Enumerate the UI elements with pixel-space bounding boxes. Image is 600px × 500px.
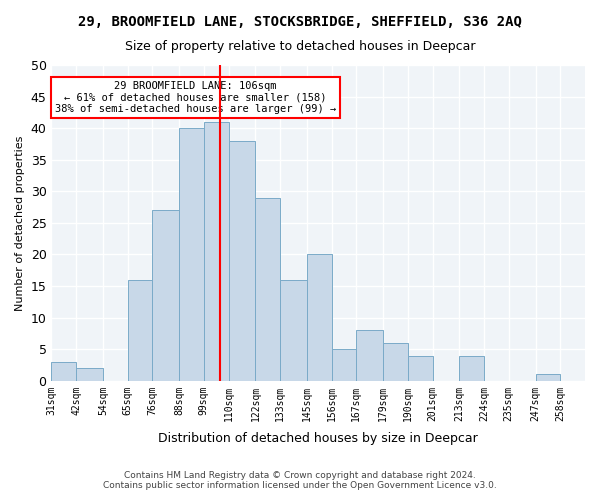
Bar	[460, 356, 484, 381]
Text: 29, BROOMFIELD LANE, STOCKSBRIDGE, SHEFFIELD, S36 2AQ: 29, BROOMFIELD LANE, STOCKSBRIDGE, SHEFF…	[78, 15, 522, 29]
Bar	[307, 254, 332, 381]
Bar	[52, 362, 76, 381]
Bar	[204, 122, 229, 381]
X-axis label: Distribution of detached houses by size in Deepcar: Distribution of detached houses by size …	[158, 432, 478, 445]
Bar	[152, 210, 179, 381]
Bar	[332, 349, 356, 381]
Bar	[229, 141, 256, 381]
Bar	[128, 280, 152, 381]
Bar	[356, 330, 383, 381]
Bar	[408, 356, 433, 381]
Bar	[536, 374, 560, 381]
Bar	[383, 343, 408, 381]
Text: Contains HM Land Registry data © Crown copyright and database right 2024.
Contai: Contains HM Land Registry data © Crown c…	[103, 470, 497, 490]
Bar	[256, 198, 280, 381]
Text: 29 BROOMFIELD LANE: 106sqm
← 61% of detached houses are smaller (158)
38% of sem: 29 BROOMFIELD LANE: 106sqm ← 61% of deta…	[55, 81, 336, 114]
Bar	[280, 280, 307, 381]
Bar	[179, 128, 204, 381]
Text: Size of property relative to detached houses in Deepcar: Size of property relative to detached ho…	[125, 40, 475, 53]
Bar	[76, 368, 103, 381]
Y-axis label: Number of detached properties: Number of detached properties	[15, 135, 25, 310]
